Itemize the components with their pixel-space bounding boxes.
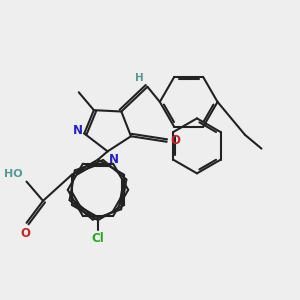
Text: H: H xyxy=(135,73,144,83)
Text: HO: HO xyxy=(4,169,22,179)
Text: O: O xyxy=(20,227,30,240)
Text: O: O xyxy=(171,134,181,147)
Text: N: N xyxy=(109,153,119,166)
Text: N: N xyxy=(72,124,82,137)
Text: Cl: Cl xyxy=(92,232,104,245)
